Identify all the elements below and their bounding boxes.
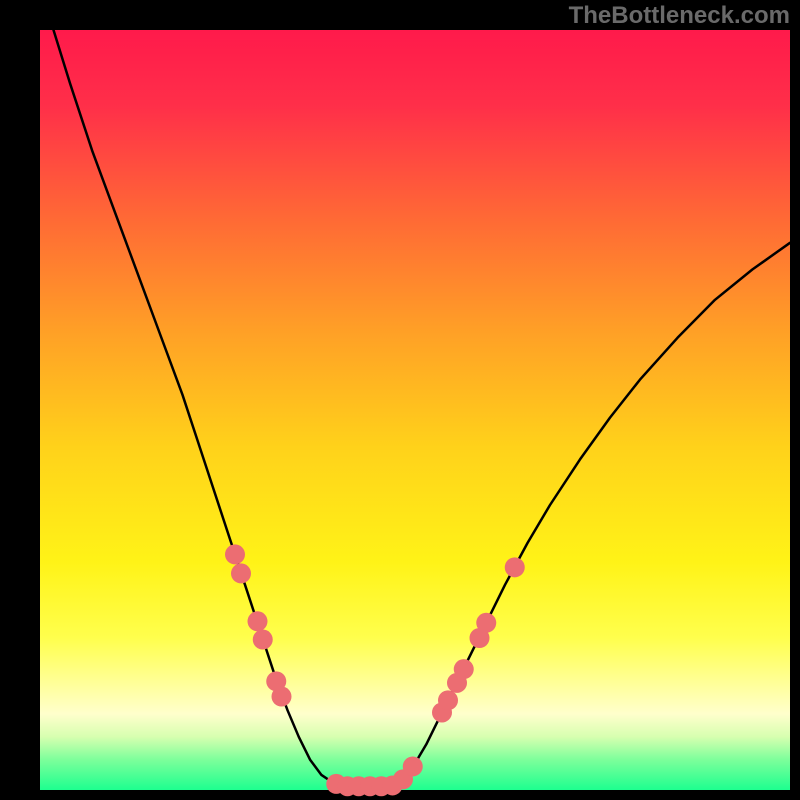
- marker-point: [231, 563, 251, 583]
- plot-background: [40, 30, 790, 790]
- watermark-text: TheBottleneck.com: [569, 2, 790, 30]
- marker-point: [403, 756, 423, 776]
- marker-point: [225, 544, 245, 564]
- marker-point: [248, 611, 268, 631]
- marker-point: [505, 557, 525, 577]
- marker-point: [272, 687, 292, 707]
- bottleneck-chart: [0, 0, 800, 800]
- marker-point: [454, 659, 474, 679]
- marker-point: [438, 690, 458, 710]
- marker-point: [476, 613, 496, 633]
- marker-point: [253, 630, 273, 650]
- chart-stage: TheBottleneck.com: [0, 0, 800, 800]
